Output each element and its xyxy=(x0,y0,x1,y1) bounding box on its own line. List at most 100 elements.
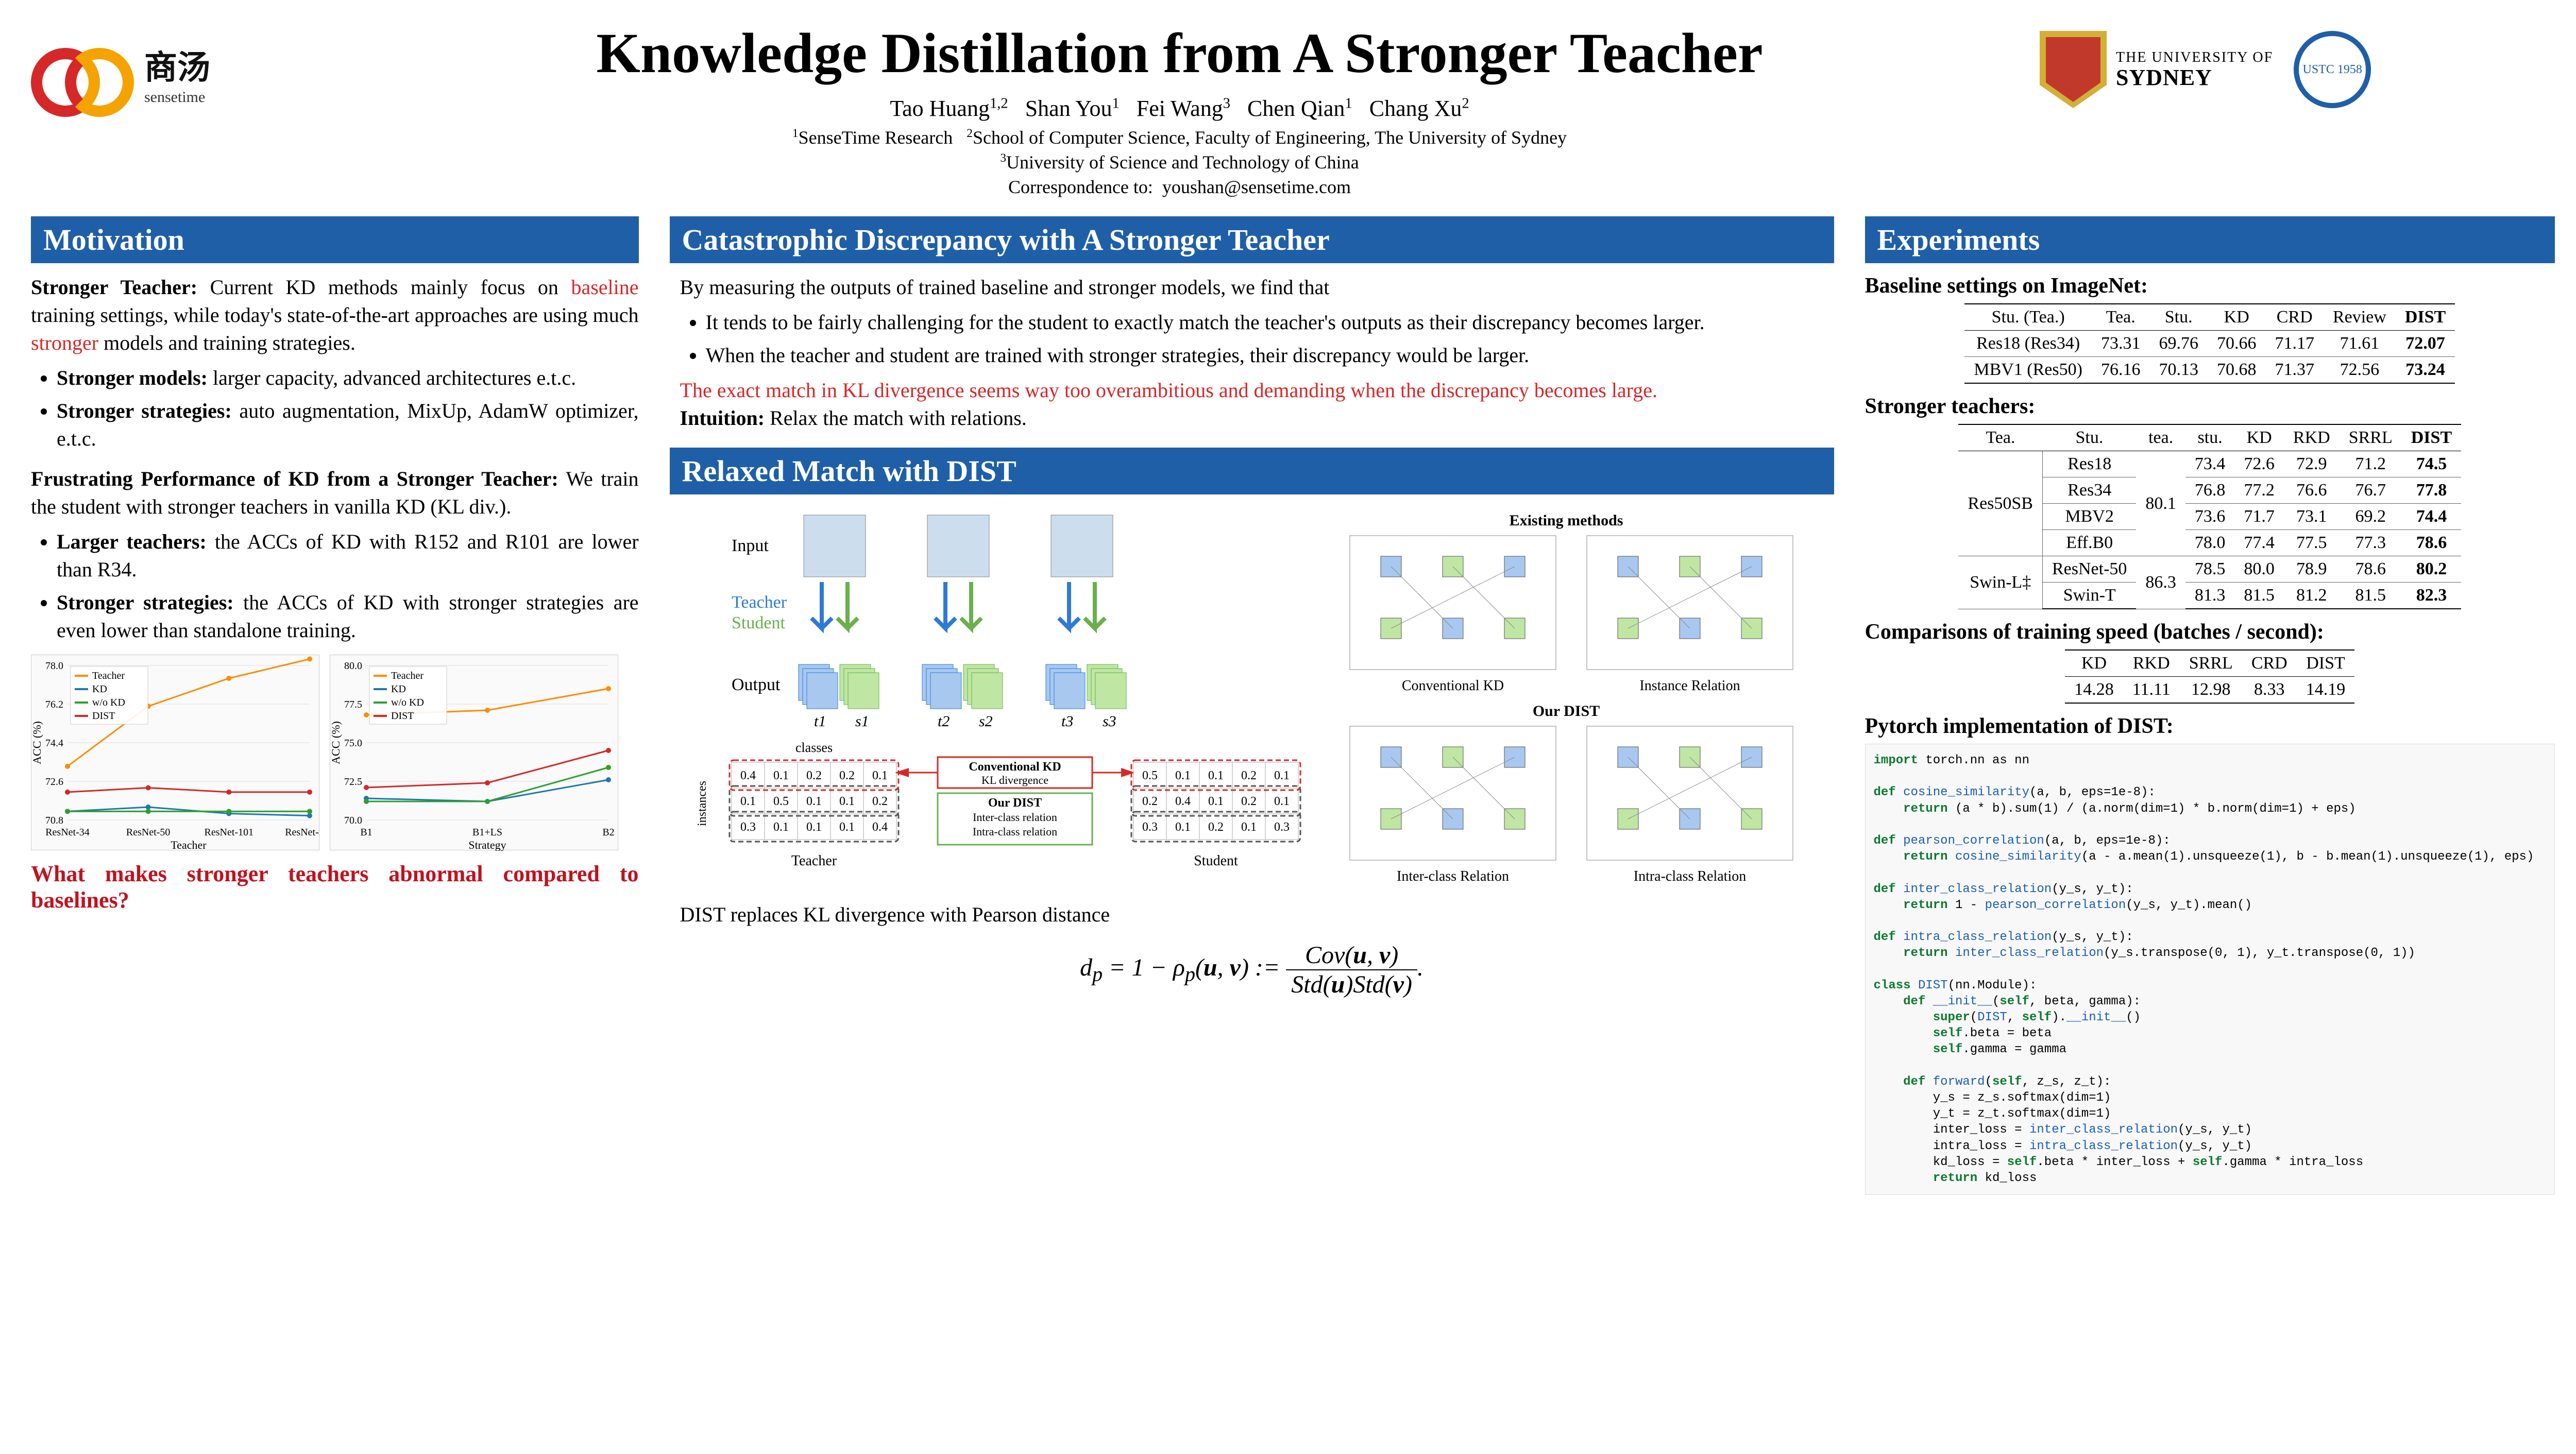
svg-text:Teacher: Teacher xyxy=(732,593,787,612)
correspondence: Correspondence to: youshan@sensetime.com xyxy=(319,176,2040,198)
svg-text:Existing methods: Existing methods xyxy=(1509,512,1623,529)
svg-text:B1: B1 xyxy=(360,827,372,838)
svg-text:Student: Student xyxy=(1194,853,1238,869)
svg-text:Intra-class relation: Intra-class relation xyxy=(972,825,1057,838)
svg-text:B2: B2 xyxy=(602,827,614,838)
baseline-title: Baseline settings on ImageNet: xyxy=(1865,273,2555,298)
svg-text:w/o KD: w/o KD xyxy=(391,697,424,708)
poster-title: Knowledge Distillation from A Stronger T… xyxy=(319,21,2040,86)
svg-text:0.3: 0.3 xyxy=(1274,820,1290,834)
svg-text:classes: classes xyxy=(795,740,832,755)
svg-text:DIST: DIST xyxy=(92,710,115,722)
svg-text:Inter-class relation: Inter-class relation xyxy=(973,811,1057,824)
svg-text:ACC (%): ACC (%) xyxy=(31,721,43,764)
chart-strategy: 80.077.575.072.570.0B1B1+LSB2StrategyACC… xyxy=(330,655,618,850)
svg-text:s3: s3 xyxy=(1103,713,1116,730)
svg-text:instances: instances xyxy=(696,781,709,826)
p1-prefix: Stronger Teacher: xyxy=(31,276,197,299)
table-stronger: Tea.Stu.tea.stu.KDRKDSRRLDISTRes50SBRes1… xyxy=(1958,424,2461,609)
svg-text:Intra-class Relation: Intra-class Relation xyxy=(1633,868,1745,884)
svg-text:Output: Output xyxy=(732,675,781,694)
svg-text:0.2: 0.2 xyxy=(806,769,822,782)
svg-text:Teacher: Teacher xyxy=(92,670,125,681)
catastrophic-red: The exact match in KL divergence seems w… xyxy=(670,377,1834,404)
svg-text:ResNet-34: ResNet-34 xyxy=(45,827,90,838)
svg-text:0.1: 0.1 xyxy=(740,795,756,808)
svg-text:0.1: 0.1 xyxy=(1241,820,1257,834)
affil-2: 3University of Science and Technology of… xyxy=(319,151,2040,173)
svg-text:0.5: 0.5 xyxy=(773,795,789,808)
svg-text:76.2: 76.2 xyxy=(45,699,63,710)
sensetime-en: sensetime xyxy=(144,89,210,106)
svg-text:Conventional KD: Conventional KD xyxy=(1401,678,1503,694)
svg-text:0.1: 0.1 xyxy=(773,820,789,834)
svg-text:72.5: 72.5 xyxy=(344,776,362,788)
header-center: Knowledge Distillation from A Stronger T… xyxy=(319,21,2040,201)
section-header-motivation: Motivation xyxy=(31,216,639,263)
svg-text:DIST: DIST xyxy=(391,710,414,722)
svg-text:70.8: 70.8 xyxy=(45,815,63,826)
poster-header: 商汤 sensetime Knowledge Distillation from… xyxy=(31,21,2555,201)
column-experiments: Experiments Baseline settings on ImageNe… xyxy=(1865,216,2555,1195)
svg-text:0.2: 0.2 xyxy=(1241,795,1257,808)
authors: Tao Huang1,2 Shan You1 Fei Wang3 Chen Qi… xyxy=(319,95,2040,122)
svg-text:0.1: 0.1 xyxy=(1274,795,1290,808)
svg-text:0.1: 0.1 xyxy=(872,769,888,782)
svg-text:Strategy: Strategy xyxy=(468,839,506,851)
column-motivation: Motivation Stronger Teacher: Current KD … xyxy=(31,216,639,1195)
svg-text:KD: KD xyxy=(391,683,406,695)
svg-text:Student: Student xyxy=(732,613,785,632)
catastrophic-intro: By measuring the outputs of trained base… xyxy=(670,273,1834,301)
svg-text:74.4: 74.4 xyxy=(45,738,63,749)
section-header-catastrophic: Catastrophic Discrepancy with A Stronger… xyxy=(670,216,1834,263)
svg-text:Our DIST: Our DIST xyxy=(988,796,1041,810)
svg-text:0.2: 0.2 xyxy=(1208,820,1224,834)
svg-text:KL divergence: KL divergence xyxy=(981,774,1048,786)
svg-text:0.5: 0.5 xyxy=(1142,769,1158,782)
infinity-icon xyxy=(31,48,134,99)
svg-text:ResNet-152: ResNet-152 xyxy=(285,827,320,838)
svg-text:77.5: 77.5 xyxy=(344,699,362,710)
speed-title: Comparisons of training speed (batches /… xyxy=(1865,620,2555,644)
svg-text:Instance Relation: Instance Relation xyxy=(1639,678,1740,694)
svg-text:Our DIST: Our DIST xyxy=(1532,703,1599,720)
motivation-bullets-2: Larger teachers: the ACCs of KD with R15… xyxy=(57,528,639,644)
ustc-seal-icon: USTC 1958 xyxy=(2294,31,2371,108)
svg-text:Conventional KD: Conventional KD xyxy=(969,760,1061,774)
motivation-charts: 78.076.274.472.670.8ResNet-34ResNet-50Re… xyxy=(31,655,639,850)
code-title: Pytorch implementation of DIST: xyxy=(1865,714,2555,739)
svg-text:0.2: 0.2 xyxy=(1142,795,1158,808)
column-middle: Catastrophic Discrepancy with A Stronger… xyxy=(670,216,1834,1195)
motivation-bullets-1: Stronger models: larger capacity, advanc… xyxy=(57,364,639,453)
chart-right-svg: 80.077.575.072.570.0B1B1+LSB2StrategyACC… xyxy=(330,655,619,851)
svg-text:78.0: 78.0 xyxy=(45,660,63,672)
motivation-p1: Stronger Teacher: Current KD methods mai… xyxy=(31,273,639,357)
table-baseline: Stu. (Tea.)Tea.Stu.KDCRDReviewDISTRes18 … xyxy=(1964,303,2455,384)
svg-text:t2: t2 xyxy=(938,713,950,730)
catastrophic-intuition: Intuition: Relax the match with relation… xyxy=(670,404,1834,432)
svg-text:s1: s1 xyxy=(855,713,869,730)
svg-text:0.1: 0.1 xyxy=(806,820,822,834)
section-header-relaxed: Relaxed Match with DIST xyxy=(670,448,1834,494)
svg-text:Teacher: Teacher xyxy=(791,853,837,869)
svg-text:0.3: 0.3 xyxy=(740,820,756,834)
svg-text:0.1: 0.1 xyxy=(1208,795,1224,808)
svg-text:0.1: 0.1 xyxy=(1175,769,1191,782)
motivation-question: What makes stronger teachers abnormal co… xyxy=(31,861,639,913)
svg-text:w/o KD: w/o KD xyxy=(92,697,125,708)
svg-text:0.4: 0.4 xyxy=(872,820,888,834)
svg-text:0.4: 0.4 xyxy=(1175,795,1191,808)
stronger-title: Stronger teachers: xyxy=(1865,394,2555,419)
svg-text:ACC (%): ACC (%) xyxy=(330,721,342,764)
svg-text:0.1: 0.1 xyxy=(839,820,855,834)
dist-diagram: InputTeacherStudentOutputt1s1t2s2t3s3cla… xyxy=(670,505,1834,896)
svg-text:B1+LS: B1+LS xyxy=(472,827,502,838)
svg-text:s2: s2 xyxy=(979,713,993,730)
svg-text:ResNet-101: ResNet-101 xyxy=(205,827,254,838)
catastrophic-bullets: It tends to be fairly challenging for th… xyxy=(706,309,1834,369)
svg-text:0.1: 0.1 xyxy=(1208,769,1224,782)
affil-1: 1SenseTime Research 2School of Computer … xyxy=(319,127,2040,148)
svg-text:Inter-class Relation: Inter-class Relation xyxy=(1397,868,1509,884)
svg-text:70.0: 70.0 xyxy=(344,815,362,826)
usyd-bottom: SYDNEY xyxy=(2116,66,2273,90)
